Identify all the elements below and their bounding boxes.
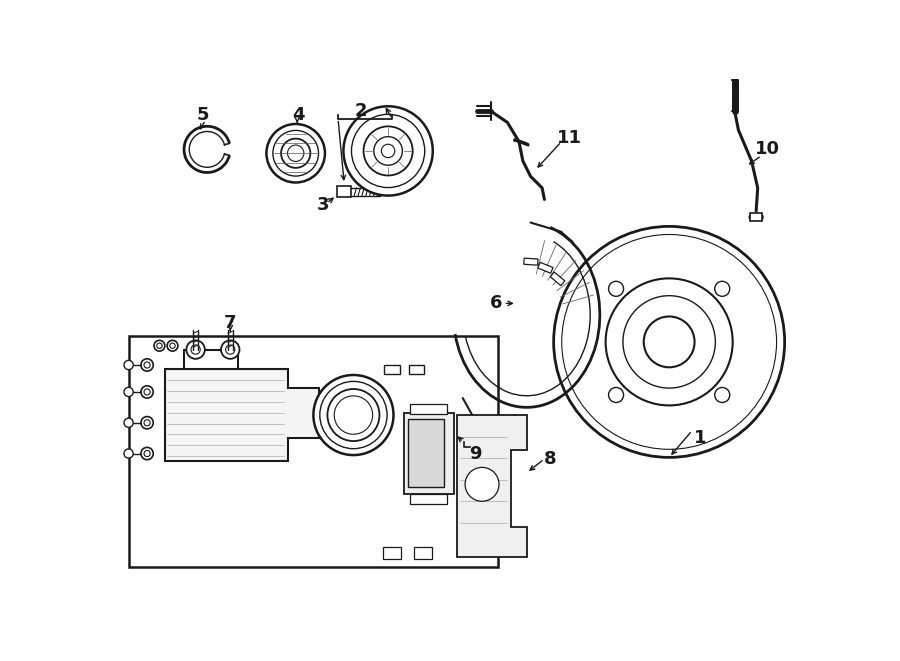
Text: 3: 3	[317, 196, 328, 214]
Text: 10: 10	[755, 140, 780, 159]
Bar	[384, 365, 400, 374]
Circle shape	[141, 447, 153, 459]
Circle shape	[141, 416, 153, 429]
Circle shape	[344, 106, 433, 196]
Bar	[750, 214, 762, 221]
Polygon shape	[457, 415, 526, 557]
Circle shape	[124, 449, 133, 458]
Circle shape	[554, 226, 785, 457]
Text: 1: 1	[694, 429, 706, 447]
Bar	[410, 494, 447, 504]
Text: 7: 7	[224, 313, 237, 332]
Circle shape	[465, 467, 499, 501]
Circle shape	[154, 340, 165, 351]
Circle shape	[141, 359, 153, 371]
Circle shape	[715, 282, 730, 296]
Circle shape	[606, 278, 733, 405]
Circle shape	[124, 360, 133, 369]
Bar	[338, 186, 351, 197]
Circle shape	[167, 340, 178, 351]
Polygon shape	[165, 369, 319, 461]
Bar	[403, 412, 454, 494]
Circle shape	[608, 282, 624, 296]
Text: 2: 2	[355, 102, 367, 120]
Circle shape	[266, 124, 325, 182]
Text: 9: 9	[469, 445, 482, 463]
Bar	[129, 336, 499, 566]
Circle shape	[141, 386, 153, 398]
Circle shape	[364, 126, 413, 175]
Bar	[524, 258, 538, 265]
Circle shape	[221, 340, 239, 359]
Text: 8: 8	[544, 450, 556, 468]
Text: 11: 11	[556, 129, 581, 147]
Circle shape	[749, 214, 755, 220]
Bar	[538, 262, 553, 273]
Bar	[409, 365, 424, 374]
Bar	[413, 547, 432, 559]
Circle shape	[124, 387, 133, 397]
Text: 6: 6	[490, 294, 502, 313]
Circle shape	[124, 418, 133, 428]
Circle shape	[281, 139, 310, 168]
Text: 4: 4	[292, 106, 304, 124]
Circle shape	[715, 387, 730, 403]
Circle shape	[644, 317, 695, 368]
Circle shape	[313, 375, 393, 455]
Bar	[550, 272, 565, 286]
Circle shape	[376, 188, 384, 196]
Circle shape	[608, 387, 624, 403]
Bar	[410, 405, 447, 414]
Circle shape	[757, 214, 763, 220]
Circle shape	[186, 340, 205, 359]
Text: 5: 5	[197, 106, 210, 124]
Bar	[408, 419, 445, 487]
Bar	[382, 547, 401, 559]
